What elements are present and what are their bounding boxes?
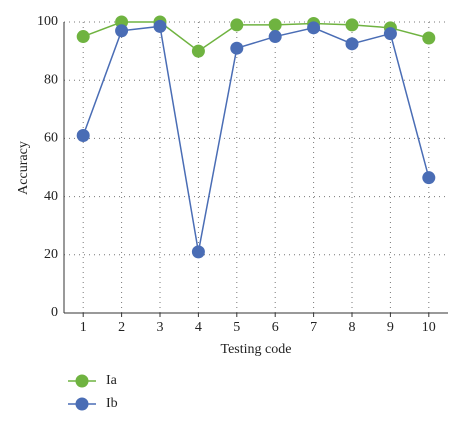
data-point	[76, 30, 90, 44]
data-point	[230, 18, 244, 32]
x-tick-label: 6	[272, 320, 279, 335]
series-line	[82, 25, 430, 253]
y-axis-label: Accuracy	[16, 141, 31, 195]
x-tick-label: 1	[80, 320, 87, 335]
data-point	[268, 30, 282, 44]
series-line	[82, 21, 429, 53]
data-point	[345, 18, 359, 32]
data-point	[115, 24, 129, 38]
x-tick-label: 10	[422, 320, 436, 335]
y-tick-label: 80	[44, 72, 58, 87]
data-point	[76, 128, 90, 142]
y-tick-label: 40	[44, 189, 58, 204]
data-point	[307, 21, 321, 35]
x-tick-label: 8	[349, 320, 356, 335]
data-point	[422, 31, 436, 45]
x-tick-label: 3	[157, 320, 164, 335]
data-point	[422, 171, 436, 185]
data-point	[191, 44, 205, 58]
y-tick-label: 60	[44, 131, 58, 146]
legend-label: Ib	[106, 396, 118, 411]
x-tick-label: 4	[195, 320, 202, 335]
y-tick-label: 0	[51, 305, 58, 320]
y-tick-label: 100	[37, 14, 58, 29]
data-point	[153, 19, 167, 33]
legend-label: Ia	[106, 373, 118, 388]
data-point	[191, 245, 205, 259]
y-tick-label: 20	[44, 247, 58, 262]
x-tick-label: 7	[310, 320, 317, 335]
data-point	[230, 41, 244, 55]
legend-marker	[75, 374, 89, 388]
x-axis-label: Testing code	[221, 342, 292, 357]
data-point	[383, 27, 397, 41]
data-point	[268, 18, 282, 32]
x-tick-label: 2	[118, 320, 125, 335]
data-point	[345, 37, 359, 51]
x-tick-label: 5	[233, 320, 240, 335]
legend-marker	[75, 397, 89, 411]
x-tick-label: 9	[387, 320, 394, 335]
